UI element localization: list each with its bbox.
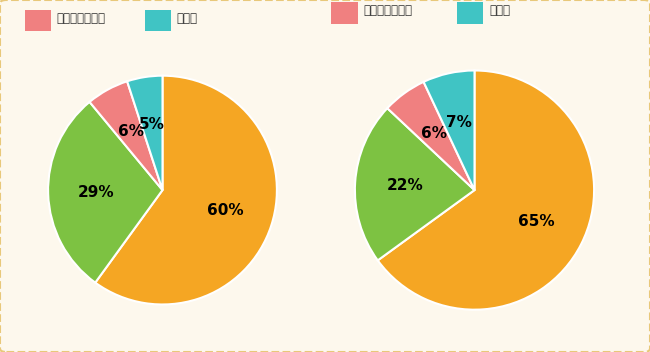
Wedge shape [90, 81, 162, 190]
FancyBboxPatch shape [331, 2, 358, 24]
Wedge shape [96, 76, 277, 304]
Text: 5%: 5% [139, 117, 165, 132]
Text: 兄弟のお下がり: 兄弟のお下がり [364, 4, 413, 17]
Text: 6%: 6% [118, 125, 144, 139]
Text: 65%: 65% [518, 214, 554, 229]
FancyBboxPatch shape [146, 10, 171, 31]
FancyBboxPatch shape [456, 2, 484, 24]
Wedge shape [127, 76, 162, 190]
Wedge shape [355, 108, 474, 260]
Text: その他: その他 [177, 12, 198, 25]
FancyBboxPatch shape [25, 10, 51, 31]
Text: その他: その他 [489, 4, 510, 17]
Text: 7%: 7% [447, 115, 473, 130]
Wedge shape [48, 102, 162, 283]
Wedge shape [424, 70, 474, 190]
Text: 22%: 22% [387, 178, 424, 193]
Text: 兄弟のお下がり: 兄弟のお下がり [57, 12, 106, 25]
Text: 29%: 29% [78, 185, 114, 200]
Text: 60%: 60% [207, 203, 244, 218]
Wedge shape [387, 82, 474, 190]
Text: 6%: 6% [421, 126, 447, 142]
Wedge shape [378, 70, 594, 310]
